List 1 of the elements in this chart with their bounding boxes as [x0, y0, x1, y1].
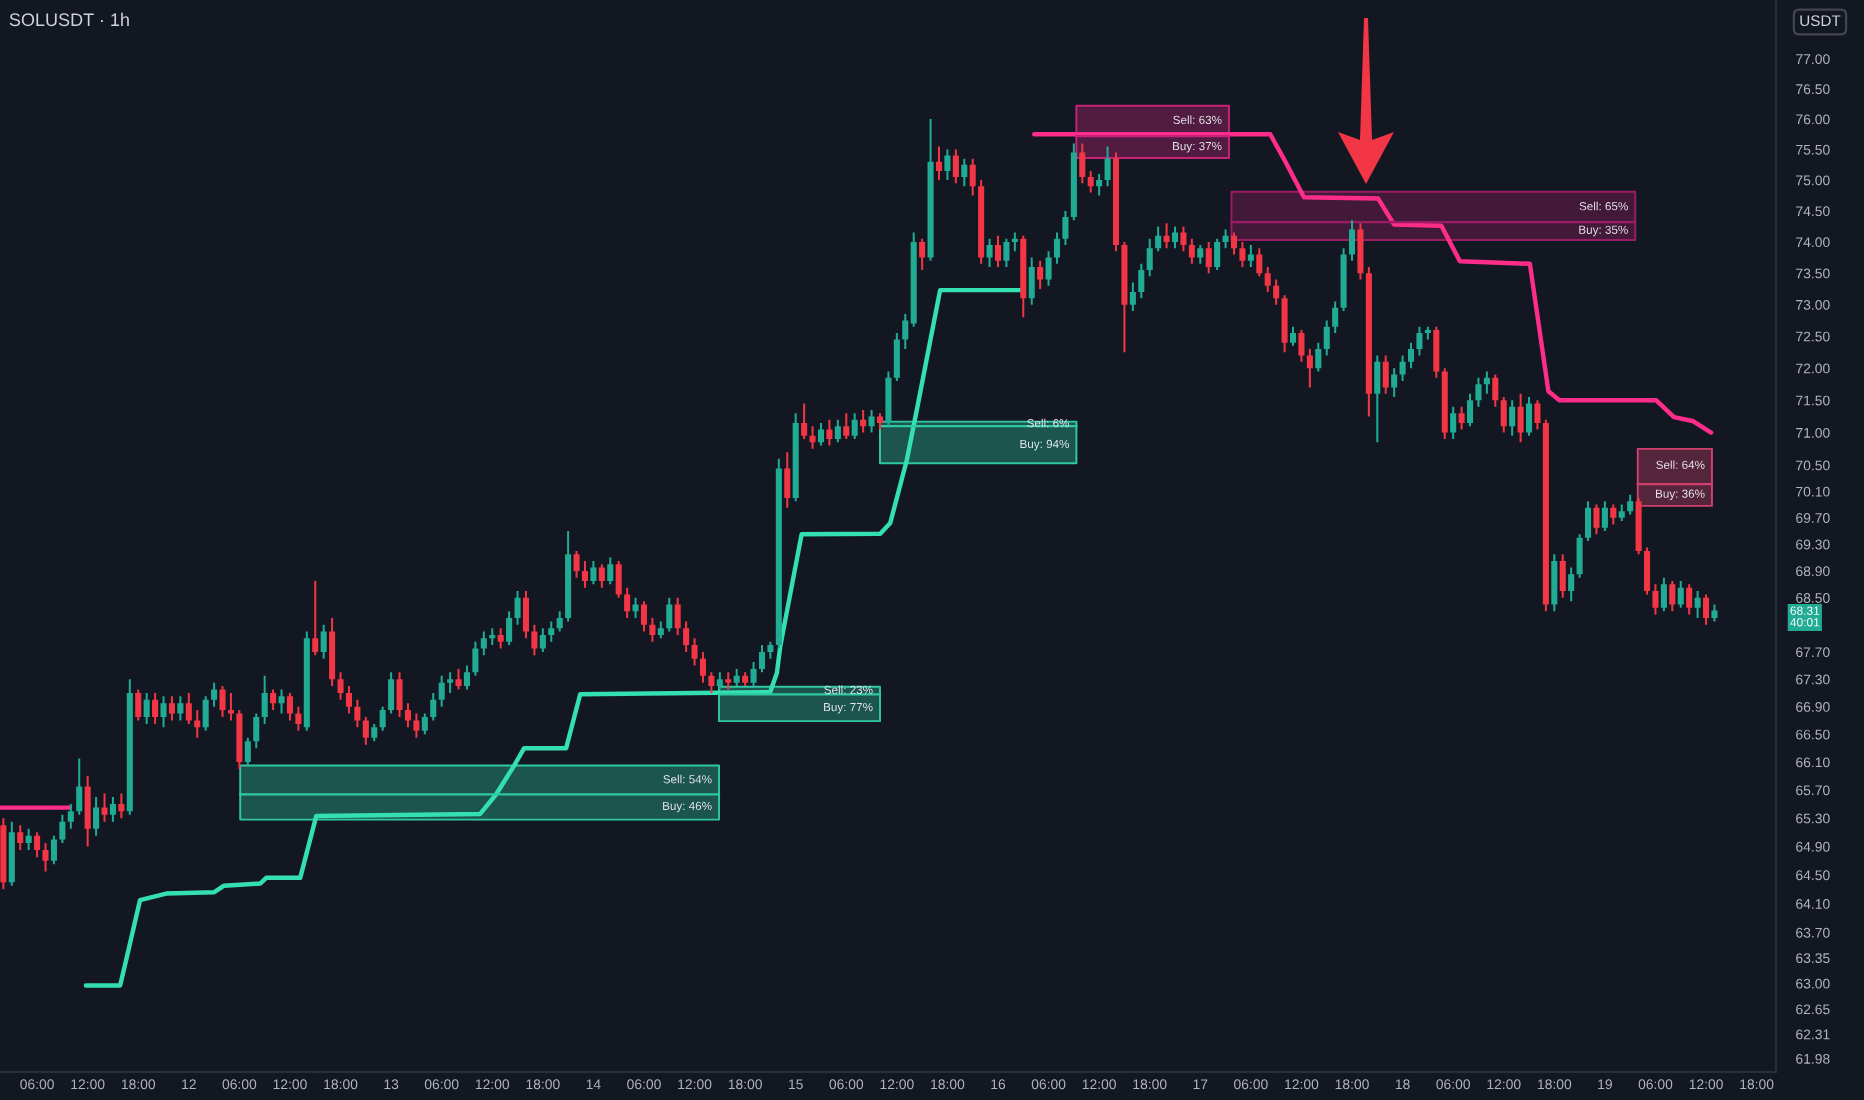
text: SOLUSDT · 1h: [9, 12, 129, 27]
